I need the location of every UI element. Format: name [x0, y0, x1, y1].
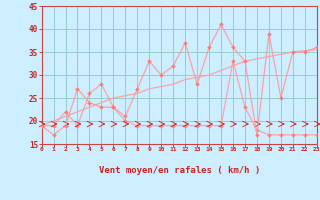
X-axis label: Vent moyen/en rafales ( km/h ): Vent moyen/en rafales ( km/h ) [99, 166, 260, 175]
